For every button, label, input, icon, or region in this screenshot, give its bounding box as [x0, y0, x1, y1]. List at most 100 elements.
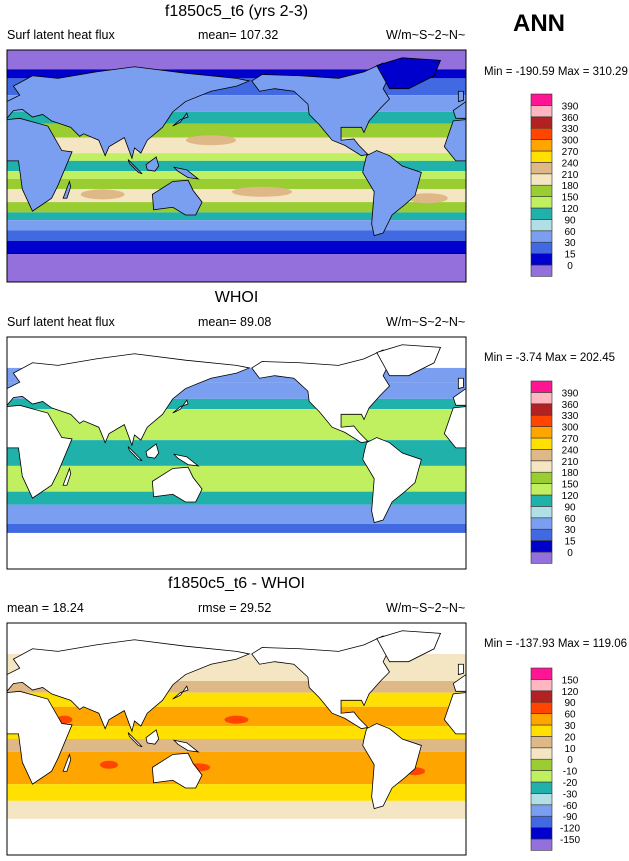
colorbar-label: 270	[562, 434, 579, 445]
colorbar-swatch	[530, 162, 553, 175]
colorbar-swatch	[530, 241, 553, 254]
colorbar-label: 90	[564, 502, 576, 513]
colorbar-swatch	[530, 173, 553, 186]
land-africa	[443, 119, 466, 162]
colorbar-swatch	[530, 230, 553, 243]
field-band	[7, 800, 466, 819]
land-sumatra	[127, 732, 143, 748]
field-band	[7, 240, 466, 254]
colorbar-swatch	[530, 93, 553, 106]
field-band	[7, 230, 466, 241]
land-antarctica	[7, 540, 466, 569]
colorbar-label: 60	[564, 710, 576, 721]
land-antarctica	[0, 541, 7, 569]
colorbar-swatch	[530, 770, 553, 783]
land-africa	[7, 117, 73, 212]
colorbar-swatch	[530, 414, 553, 427]
colorbar-swatch	[530, 437, 553, 450]
colorbar-swatch	[530, 747, 553, 760]
land-eurasia	[452, 101, 466, 119]
colorbar-label: 180	[562, 468, 579, 479]
field-band	[7, 212, 466, 221]
land-uk	[457, 377, 464, 390]
colorbar-label: 30	[564, 721, 576, 732]
colorbar-label: -150	[560, 835, 580, 846]
land-newguinea	[172, 166, 200, 180]
land-japan	[172, 685, 189, 700]
field-patch	[232, 186, 292, 197]
field-band	[7, 111, 466, 124]
colorbar-swatch	[530, 838, 553, 851]
land-newguinea	[172, 739, 200, 753]
colorbar-label: 300	[562, 136, 579, 147]
colorbar-swatch	[530, 264, 553, 277]
field-band	[7, 171, 466, 179]
colorbar-label: 390	[562, 101, 579, 112]
colorbar-label: 15	[564, 537, 576, 548]
mean-label: mean = 18.24	[7, 601, 84, 615]
colorbar-label: 360	[562, 113, 579, 124]
colorbar-label: 120	[562, 204, 579, 215]
colorbar-label: 270	[562, 147, 579, 158]
land-uk	[457, 90, 464, 103]
colorbar-label: 330	[562, 411, 579, 422]
colorbar-label: 150	[562, 193, 579, 204]
colorbar-swatch	[530, 392, 553, 405]
colorbar-swatch	[530, 517, 553, 530]
variable-label: Surf latent heat flux	[7, 28, 115, 42]
land-greenland	[376, 630, 442, 663]
colorbar-swatch	[530, 781, 553, 794]
colorbar-swatch	[530, 139, 553, 152]
land-borneo	[145, 156, 160, 172]
variable-label: Surf latent heat flux	[7, 315, 115, 329]
colorbar-label: 120	[562, 491, 579, 502]
field-band	[7, 784, 466, 801]
field-patch	[407, 193, 448, 204]
mean-label: mean= 89.08	[198, 315, 272, 329]
colorbar-label: -30	[563, 789, 578, 800]
land-greenland	[376, 57, 442, 90]
colorbar-swatch	[530, 713, 553, 726]
colorbar-swatch	[530, 105, 553, 118]
field-band	[7, 523, 466, 533]
land-antarctica	[0, 827, 7, 855]
land-antarctica	[7, 826, 466, 855]
colorbar-label: 330	[562, 124, 579, 135]
colorbar-swatch	[530, 690, 553, 703]
colorbar-swatch	[530, 793, 553, 806]
map-panel-0	[6, 49, 467, 283]
colorbar-label: 60	[564, 514, 576, 525]
colorbar-swatch	[530, 667, 553, 680]
field-band	[7, 160, 466, 172]
colorbar-swatch	[530, 460, 553, 473]
minmax-label: Min = -3.74 Max = 202.45	[484, 352, 616, 364]
colorbar-swatch	[530, 449, 553, 462]
land-borneo	[145, 729, 160, 745]
panel-title: f1850c5_t6 (yrs 2-3)	[164, 3, 309, 20]
land-australia	[151, 179, 203, 216]
land-borneo	[145, 443, 160, 459]
colorbar-swatch	[530, 528, 553, 541]
land-africa	[7, 690, 73, 785]
colorbar-swatch	[530, 380, 553, 393]
colorbar-swatch	[530, 426, 553, 439]
colorbar-label: 10	[564, 744, 576, 755]
colorbar-swatch	[530, 494, 553, 507]
colorbar-swatch	[530, 827, 553, 840]
map-panel-1	[0, 336, 467, 570]
field-band	[7, 137, 466, 154]
colorbar-label: 150	[562, 480, 579, 491]
field-band	[7, 202, 466, 213]
field-patch	[80, 189, 125, 200]
colorbar-label: -120	[560, 824, 580, 835]
land-africa	[7, 404, 73, 499]
land-newguinea	[172, 453, 200, 467]
land-samerica	[362, 150, 422, 237]
colorbar-swatch	[530, 127, 553, 140]
colorbar-swatch	[530, 551, 553, 564]
colorbar-swatch	[530, 253, 553, 266]
field-patch	[186, 135, 236, 146]
colorbar-swatch	[530, 506, 553, 519]
colorbar-swatch	[530, 196, 553, 209]
field-patch	[224, 715, 249, 724]
